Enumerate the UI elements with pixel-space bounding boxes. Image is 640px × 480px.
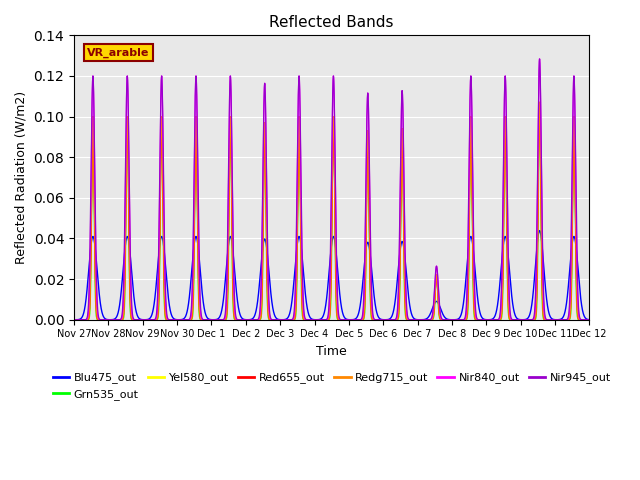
Grn535_out — [375, 317, 383, 323]
Line: Nir840_out: Nir840_out — [74, 59, 589, 320]
Yel580_out — [397, 151, 405, 156]
Title: Reflected Bands: Reflected Bands — [269, 15, 394, 30]
Red655_out — [375, 317, 383, 323]
Yel580_out — [375, 317, 383, 323]
Red655_out — [480, 317, 488, 323]
Redg715_out — [70, 317, 78, 323]
Red655_out — [536, 99, 543, 105]
Grn535_out — [70, 317, 78, 323]
Legend: Blu475_out, Grn535_out, Yel580_out, Red655_out, Redg715_out, Nir840_out, Nir945_: Blu475_out, Grn535_out, Yel580_out, Red6… — [48, 368, 615, 404]
X-axis label: Time: Time — [316, 345, 347, 358]
Redg715_out — [96, 317, 104, 323]
Yel580_out — [96, 317, 104, 323]
Line: Red655_out: Red655_out — [74, 102, 589, 320]
Nir840_out — [536, 56, 543, 62]
Blu475_out — [257, 267, 264, 273]
Blu475_out — [70, 317, 78, 323]
Grn535_out — [257, 316, 264, 322]
Yel580_out — [70, 317, 78, 323]
Grn535_out — [96, 317, 104, 323]
Yel580_out — [452, 317, 460, 323]
Red655_out — [586, 317, 593, 323]
Nir945_out — [452, 317, 460, 323]
Red655_out — [397, 148, 405, 154]
Nir945_out — [375, 317, 383, 323]
Red655_out — [257, 314, 264, 320]
Blu475_out — [586, 317, 593, 323]
Redg715_out — [452, 317, 460, 323]
Grn535_out — [397, 155, 405, 161]
Nir945_out — [480, 317, 488, 323]
Blu475_out — [375, 315, 383, 321]
Blu475_out — [480, 316, 488, 322]
Line: Yel580_out: Yel580_out — [74, 102, 589, 320]
Blu475_out — [397, 240, 405, 245]
Yel580_out — [257, 315, 264, 321]
Nir945_out — [257, 294, 264, 300]
Redg715_out — [480, 317, 488, 323]
Nir945_out — [397, 102, 405, 108]
Yel580_out — [480, 317, 488, 323]
Redg715_out — [397, 146, 405, 152]
Red655_out — [96, 317, 104, 323]
Nir840_out — [375, 317, 383, 323]
Red655_out — [452, 317, 460, 323]
Yel580_out — [536, 99, 543, 105]
Nir945_out — [536, 56, 543, 62]
Nir945_out — [70, 317, 78, 323]
Nir840_out — [96, 317, 104, 323]
Grn535_out — [586, 317, 593, 323]
Nir945_out — [586, 317, 593, 323]
Blu475_out — [452, 317, 460, 323]
Nir840_out — [586, 317, 593, 323]
Redg715_out — [375, 317, 383, 323]
Line: Grn535_out: Grn535_out — [74, 102, 589, 320]
Redg715_out — [536, 99, 543, 105]
Line: Nir945_out: Nir945_out — [74, 59, 589, 320]
Nir945_out — [96, 317, 104, 323]
Line: Blu475_out: Blu475_out — [74, 230, 589, 320]
Redg715_out — [257, 313, 264, 319]
Line: Redg715_out: Redg715_out — [74, 102, 589, 320]
Grn535_out — [452, 317, 460, 323]
Blu475_out — [96, 297, 104, 303]
Nir840_out — [257, 303, 264, 309]
Blu475_out — [536, 228, 543, 233]
Nir840_out — [70, 317, 78, 323]
Nir840_out — [397, 106, 405, 111]
Text: VR_arable: VR_arable — [87, 47, 149, 58]
Grn535_out — [480, 317, 488, 323]
Grn535_out — [536, 99, 543, 105]
Red655_out — [70, 317, 78, 323]
Redg715_out — [586, 317, 593, 323]
Y-axis label: Reflected Radiation (W/m2): Reflected Radiation (W/m2) — [15, 91, 28, 264]
Yel580_out — [586, 317, 593, 323]
Nir840_out — [480, 317, 488, 323]
Nir840_out — [452, 317, 460, 323]
